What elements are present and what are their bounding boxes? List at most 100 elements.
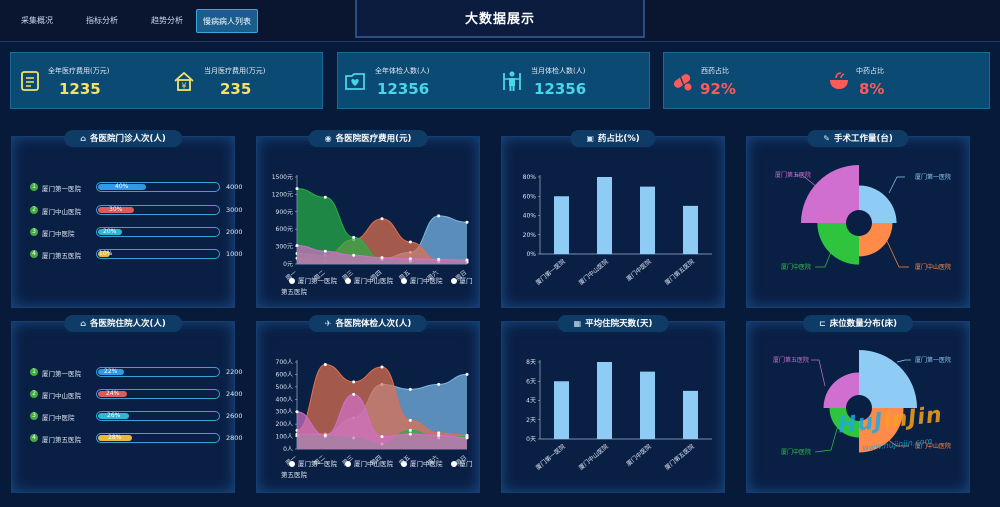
rank-row: 2 厦门中山医院 24% 2400: [30, 389, 243, 400]
data-point: [437, 382, 441, 386]
hospital-name: 厦门第一医院: [42, 185, 81, 193]
x-tick-label: 厦门中医院: [625, 257, 653, 282]
legend-item[interactable]: 厦门第五医院: [281, 460, 473, 479]
tab-trend-analysis[interactable]: 趋势分析: [151, 16, 183, 25]
bed-person-icon: ⌂: [80, 319, 86, 328]
data-point: [380, 217, 384, 221]
label-leader: [814, 421, 840, 453]
panel-title-text: 药占比(%): [597, 134, 640, 144]
progress-track: 26%: [96, 411, 220, 421]
data-point: [465, 258, 469, 262]
legend-item[interactable]: 厦门中医院: [393, 460, 443, 468]
tab-indicator-analysis[interactable]: 指标分析: [86, 16, 118, 25]
rank-number: 3: [30, 228, 38, 236]
progress-fill: [98, 435, 132, 441]
y-tick-label: 4天: [526, 398, 536, 405]
progress-fill: [98, 207, 134, 213]
y-tick-label: 40%: [523, 213, 537, 220]
kpi-value: 8%: [859, 80, 885, 98]
slice-label: 厦门第五医院: [773, 356, 809, 364]
progress-track: 28%: [96, 433, 220, 443]
rank-row: 2 厦门中山医院 30% 3000: [30, 205, 243, 216]
legend-dot-icon: [289, 461, 295, 467]
hospital-name: 厦门第一医院: [42, 370, 81, 378]
rank-row: 1 厦门第一医院 40% 4000: [30, 182, 243, 193]
rank-number: 1: [30, 368, 38, 376]
legend-item[interactable]: 厦门第五医院: [281, 277, 473, 296]
legend-item[interactable]: 厦门中医院: [393, 277, 443, 285]
y-tick-label: 0%: [526, 251, 536, 258]
y-tick-label: 6天: [526, 378, 536, 385]
rank-row: 4 厦门第五医院 10% 1000: [30, 249, 243, 260]
rank-row: 3 厦门中医院 26% 2600: [30, 411, 243, 422]
y-tick-label: 100人: [276, 434, 293, 441]
outpatient-panel: ⌂ 各医院门诊人次(人) 1 厦门第一医院 40% 4000 2 厦门中山医院 3…: [11, 130, 243, 308]
tab-chronic-patient-list[interactable]: 慢病病人列表: [196, 9, 258, 33]
data-point: [323, 362, 327, 366]
bar: [554, 381, 569, 439]
progress-percent: 26%: [107, 412, 121, 419]
legend-item[interactable]: 厦门第一医院: [281, 277, 337, 285]
bar: [683, 390, 698, 439]
panel-title: ✈ 各医院体检人次(人): [308, 315, 428, 332]
panel-title-text: 床位数量分布(床): [829, 319, 897, 329]
svg-text:¥: ¥: [181, 82, 186, 91]
rose-slice: [829, 408, 859, 438]
slice-label: 厦门中医院: [781, 448, 811, 456]
kpi-value: 235: [220, 80, 252, 98]
data-point: [352, 235, 356, 239]
data-point: [437, 257, 441, 261]
y-tick-label: 300人: [276, 409, 293, 416]
title-frame: [355, 0, 645, 38]
y-tick-label: 900元: [276, 209, 293, 216]
kpi-value: 92%: [700, 80, 736, 98]
herbal-bowl-icon: [830, 72, 848, 89]
label-leader: [886, 240, 909, 268]
rose-slice: [801, 165, 859, 223]
rose-slice: [859, 223, 893, 257]
panel-title-text: 手术工作量(台): [833, 134, 893, 144]
panel-title-text: 各医院门诊人次(人): [89, 134, 166, 144]
legend-item[interactable]: 厦门中山医院: [337, 460, 393, 468]
legend-dot-icon: [401, 278, 407, 284]
hospital-name: 厦门第五医院: [42, 436, 81, 444]
kpi-label: 全年医疗费用(万元): [48, 67, 110, 75]
bed-icon: ⊏: [819, 319, 826, 328]
kpi-label: 中药占比: [856, 67, 884, 75]
y-tick-label: 20%: [523, 232, 537, 239]
slice-label: 厦门中山医院: [915, 263, 951, 271]
progress-fill: [98, 391, 127, 397]
data-point: [323, 195, 327, 199]
bar: [597, 177, 612, 254]
y-tick-label: 600人: [276, 371, 293, 378]
panel-title-text: 各医院体检人次(人): [335, 319, 412, 329]
panel-title: ✎ 手术工作量(台): [807, 130, 909, 147]
progress-percent: 30%: [109, 206, 123, 213]
checkup-panel: ✈ 各医院体检人次(人) 0人 100人 200人 300人 400人 500人 600人 70…: [256, 315, 480, 493]
y-tick-label: 60%: [523, 193, 537, 200]
kpi-label: 西药占比: [701, 67, 729, 75]
legend-dot-icon: [450, 278, 457, 284]
data-point: [352, 392, 356, 396]
legend-item[interactable]: 厦门第一医院: [281, 460, 337, 468]
label-leader: [811, 359, 826, 387]
rank-value: 2200: [226, 368, 243, 376]
rank-number: 1: [30, 183, 38, 191]
legend-item[interactable]: 厦门中山医院: [337, 277, 393, 285]
legend-dot-icon: [345, 461, 351, 467]
panel-title: ⌂ 各医院住院人次(人): [64, 315, 182, 332]
person-icon: [503, 71, 521, 91]
data-point: [295, 187, 299, 191]
hospital-name: 厦门中医院: [42, 230, 75, 238]
inpatient-panel: ⌂ 各医院住院人次(人) 1 厦门第一医院 22% 2200 2 厦门中山医院 2…: [11, 315, 243, 493]
slice-label: 厦门第一医院: [915, 356, 951, 364]
rank-number: 3: [30, 412, 38, 420]
y-tick-label: 8天: [526, 359, 536, 366]
rank-value: 1000: [226, 250, 243, 258]
y-tick-label: 400人: [276, 396, 293, 403]
drug-ratio-panel: ▣ 药占比(%) 0% 20% 40% 60% 80% 厦门第一医院 厦门中山医院 厦门中医院厦…: [501, 130, 725, 308]
kpi-value: 1235: [59, 80, 101, 98]
tab-collection-overview[interactable]: 采集概况: [21, 16, 53, 25]
